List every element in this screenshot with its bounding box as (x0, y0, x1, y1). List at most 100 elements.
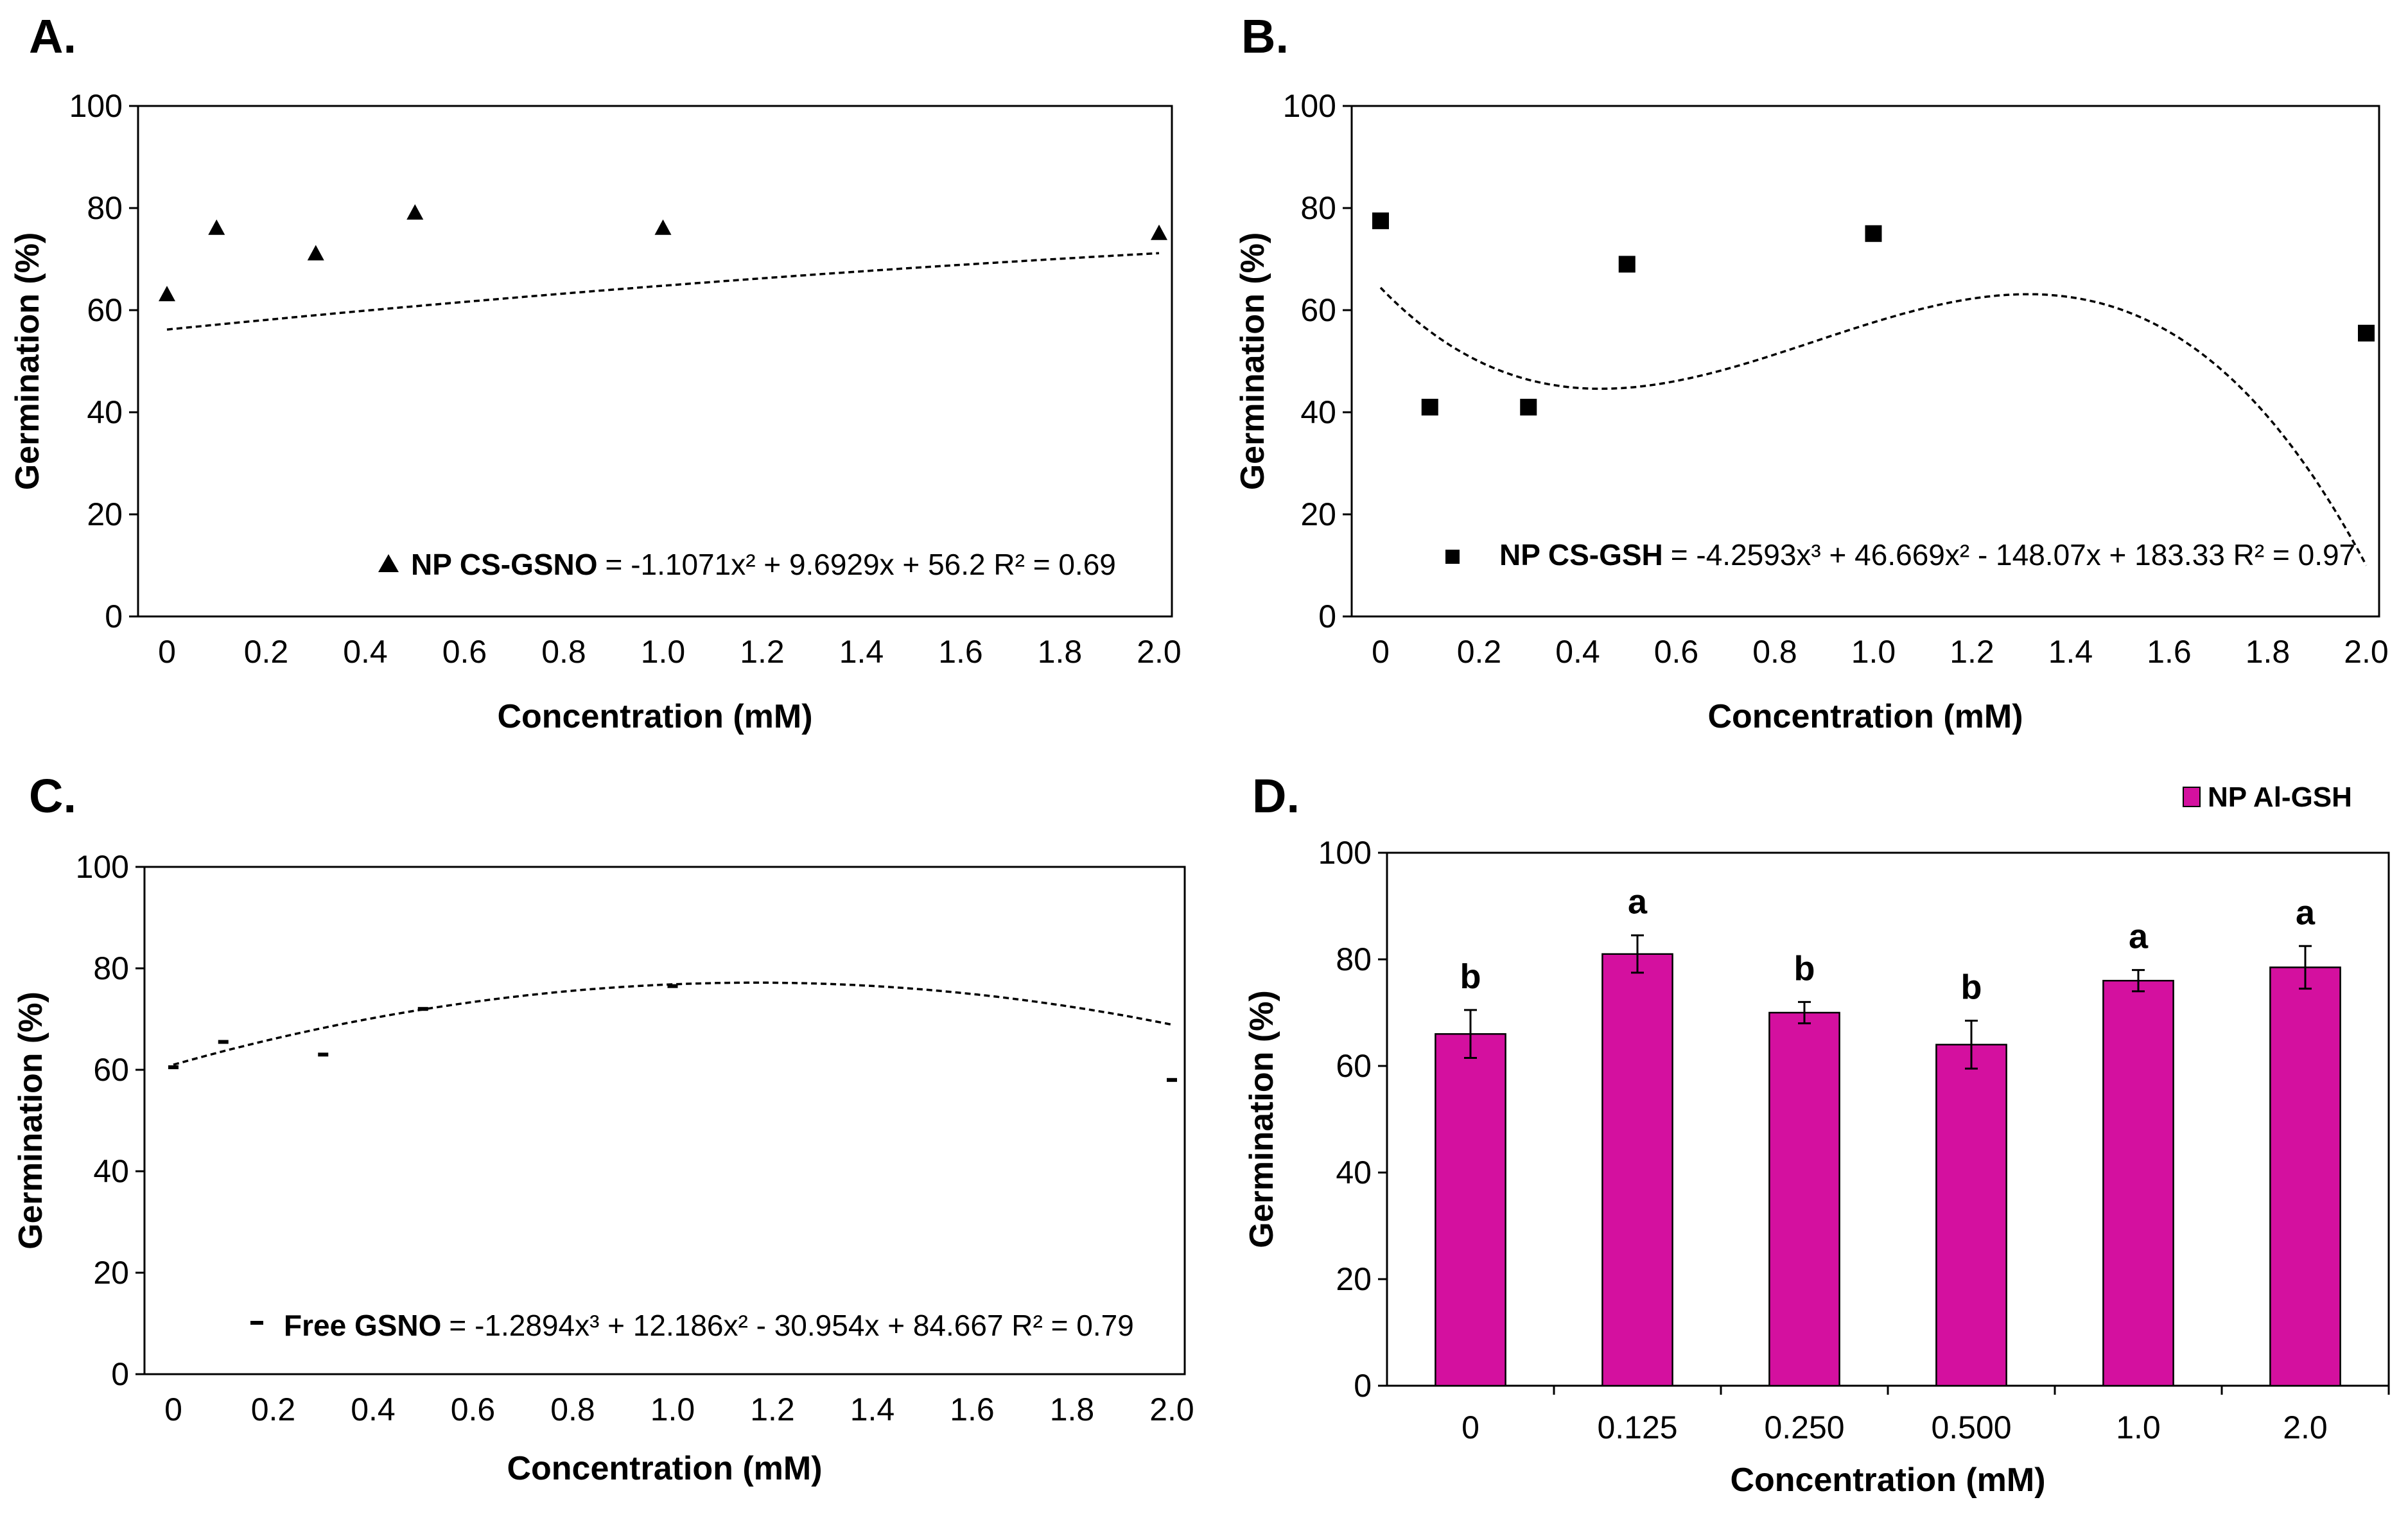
x-axis-title: Concentration (mM) (497, 698, 812, 735)
data-point (654, 219, 672, 235)
x-tick-label: 1.0 (650, 1392, 695, 1427)
x-axis-title: Concentration (mM) (1730, 1462, 2045, 1499)
panel-label: C. (29, 769, 76, 823)
data-point (168, 1065, 179, 1070)
x-axis-title: Concentration (mM) (1707, 698, 2023, 735)
panel-label: A. (29, 10, 76, 63)
legend-label: NP Al-GSH (2208, 781, 2352, 813)
equation-series-name: NP CS-GSH (1499, 538, 1663, 572)
data-point (1372, 212, 1389, 229)
x-tick-label: 2.0 (2344, 634, 2389, 670)
x-tick-label: 1.2 (740, 634, 785, 670)
y-tick-label: 0 (111, 1356, 129, 1392)
x-tick-label: 0.2 (1457, 634, 1502, 670)
trend-line (166, 252, 1160, 331)
data-point (1520, 399, 1537, 416)
y-tick-label: 60 (87, 292, 123, 328)
x-tick-label: 0.6 (451, 1392, 496, 1427)
data-point (2358, 324, 2375, 342)
data-point (417, 1007, 428, 1011)
y-tick-label: 100 (1318, 835, 1372, 871)
x-tick-label: 1.4 (850, 1392, 895, 1427)
x-tick-label: 1.4 (839, 634, 884, 670)
y-tick-label: 40 (93, 1153, 129, 1189)
significance-letter: b (1460, 957, 1481, 996)
y-tick-label: 60 (1336, 1048, 1372, 1084)
x-tick-label: 1.6 (950, 1392, 995, 1427)
data-point (318, 1052, 329, 1057)
equation-series-name: Free GSNO (284, 1309, 441, 1342)
x-tick-label: 0.2 (251, 1392, 296, 1427)
y-tick-label: 100 (69, 88, 123, 124)
data-point (1618, 256, 1636, 273)
y-tick-label: 80 (87, 190, 123, 226)
data-point (1421, 399, 1438, 416)
plot-frame (137, 105, 1173, 618)
x-tick-label: 0 (158, 634, 176, 670)
x-tick-label: 2.0 (2283, 1409, 2328, 1445)
panel-d: D. 0 20 40 60 80 100 Germination (%) Concentrati… (1243, 769, 2390, 1499)
x-tick-label: 1.8 (1050, 1392, 1095, 1427)
y-tick-label: 0 (1318, 598, 1336, 634)
significance-letter: a (1628, 883, 1648, 921)
legend-marker (378, 554, 399, 572)
bar (1935, 1043, 2007, 1387)
data-point (208, 219, 225, 235)
x-tick-label: 0.6 (1654, 634, 1699, 670)
significance-letter: a (2296, 893, 2316, 932)
y-tick-label: 40 (1300, 394, 1336, 430)
y-tick-label: 0 (105, 598, 123, 634)
trendline-equation: NP CS-GSH = -4.2593x³ + 46.669x² - 148.07… (1499, 538, 2355, 572)
legend-marker (1445, 550, 1460, 564)
y-axis-title: Germination (%) (1234, 232, 1271, 491)
panel-label: D. (1252, 769, 1300, 823)
bar (2269, 966, 2341, 1387)
x-tick-label: 2.0 (1149, 1392, 1194, 1427)
equation-series-name: NP CS-GSNO (411, 548, 598, 581)
data-point (1865, 225, 1882, 242)
x-tick-label: 0.8 (541, 634, 586, 670)
data-point (1167, 1078, 1177, 1082)
y-tick-label: 60 (93, 1052, 129, 1088)
x-tick-label: 1.6 (2147, 634, 2192, 670)
y-tick-label: 100 (1283, 88, 1336, 124)
y-tick-label: 80 (1336, 941, 1372, 977)
y-axis-title: Germination (%) (1243, 990, 1280, 1248)
y-tick-label: 20 (1336, 1261, 1372, 1297)
trendline-equation: Free GSNO = -1.2894x³ + 12.186x² - 30.954… (284, 1309, 1134, 1342)
legend-marker (250, 1321, 263, 1325)
x-axis-title: Concentration (mM) (507, 1450, 822, 1487)
x-tick-label: 0.2 (244, 634, 289, 670)
x-tick-label: 1.6 (938, 634, 983, 670)
x-tick-label: 1.4 (2048, 634, 2093, 670)
x-tick-label: 1.8 (1038, 634, 1083, 670)
legend-swatch (2183, 787, 2201, 807)
y-tick-label: 20 (87, 496, 123, 532)
x-tick-label: 2.0 (1137, 634, 1182, 670)
data-point (307, 245, 324, 261)
x-tick-label: 1.0 (641, 634, 686, 670)
x-tick-label: 0.250 (1764, 1409, 1844, 1445)
data-point (406, 204, 424, 220)
data-point (667, 984, 678, 988)
y-tick-label: 80 (93, 950, 129, 986)
trendline-equation: NP CS-GSNO = -1.1071x² + 9.6929x + 56.2 R… (411, 548, 1116, 581)
y-tick-label: 80 (1300, 190, 1336, 226)
y-tick-label: 0 (1354, 1368, 1372, 1404)
y-tick-label: 20 (1300, 496, 1336, 532)
data-point (1151, 224, 1167, 240)
x-tick-label: 0.4 (351, 1392, 396, 1427)
x-tick-label: 0.500 (1931, 1409, 2011, 1445)
y-tick-label: 20 (93, 1255, 129, 1291)
equation-text: = -1.1071x² + 9.6929x + 56.2 R² = 0.69 (606, 548, 1116, 581)
bar (2102, 979, 2174, 1387)
y-tick-label: 40 (87, 394, 123, 430)
x-tick-label: 0 (1372, 634, 1390, 670)
x-tick-label: 0.8 (1752, 634, 1797, 670)
x-tick-label: 1.0 (2116, 1409, 2161, 1445)
x-tick-label: 0.125 (1597, 1409, 1677, 1445)
bar (1768, 1011, 1840, 1387)
x-tick-label: 1.2 (1950, 634, 1994, 670)
bar (1601, 953, 1673, 1387)
y-axis-title: Germination (%) (12, 991, 49, 1250)
